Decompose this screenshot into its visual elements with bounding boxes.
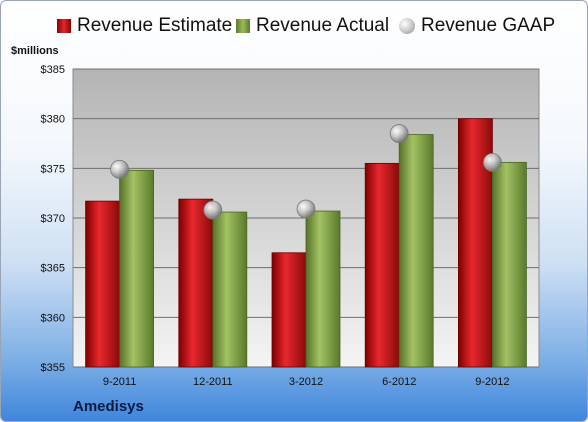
legend-item-estimate: Revenue Estimate bbox=[57, 15, 232, 37]
bar-revenue-actual bbox=[398, 134, 434, 368]
marker-revenue-gaap bbox=[110, 159, 129, 179]
x-tick-label: 9-2011 bbox=[103, 376, 136, 388]
x-tick-label: 3-2012 bbox=[289, 376, 323, 388]
axis-layer: $355 $360 $365 $370 $375 $380 $385 9-2011 12-201… bbox=[41, 64, 510, 388]
y-tick-label: $375 bbox=[41, 163, 65, 175]
markers-layer bbox=[110, 124, 502, 220]
marker-revenue-gaap bbox=[296, 199, 316, 219]
bar-revenue-actual bbox=[305, 210, 341, 368]
marker-revenue-gaap bbox=[482, 152, 502, 172]
y-tick-label: $365 bbox=[41, 263, 65, 275]
legend-item-gaap: Revenue GAAP bbox=[399, 15, 555, 37]
legend-label-gaap: Revenue GAAP bbox=[421, 15, 556, 36]
y-axis-unit-label: $millions bbox=[11, 45, 59, 57]
bar-revenue-actual bbox=[491, 161, 527, 368]
legend-item-actual: Revenue Actual bbox=[236, 15, 389, 37]
bars-layer bbox=[85, 118, 527, 368]
y-tick-label: $385 bbox=[41, 64, 65, 76]
bar-revenue-actual bbox=[212, 211, 248, 368]
bar-revenue-estimate bbox=[271, 252, 307, 368]
company-name: Amedisys bbox=[73, 398, 144, 415]
legend: Revenue Estimate Revenue Actual Revenue … bbox=[1, 15, 587, 45]
bar-revenue-actual bbox=[119, 169, 154, 368]
marker-revenue-gaap bbox=[389, 124, 409, 143]
x-tick-label: 9-2012 bbox=[475, 376, 509, 388]
y-tick-label: $380 bbox=[41, 114, 65, 126]
y-tick-label: $355 bbox=[41, 362, 65, 374]
legend-label-estimate: Revenue Estimate bbox=[77, 15, 233, 36]
x-tick-label: 12-2011 bbox=[193, 376, 233, 388]
bar-revenue-estimate bbox=[85, 200, 120, 368]
legend-swatch-actual bbox=[236, 19, 250, 33]
y-tick-label: $360 bbox=[41, 312, 65, 324]
bar-revenue-estimate bbox=[178, 198, 214, 368]
legend-swatch-estimate bbox=[57, 19, 71, 33]
legend-swatch-gaap bbox=[399, 18, 415, 34]
x-tick-label: 6-2012 bbox=[382, 376, 416, 388]
bar-revenue-estimate bbox=[364, 162, 400, 368]
legend-label-actual: Revenue Actual bbox=[256, 15, 390, 36]
marker-revenue-gaap bbox=[203, 200, 223, 220]
y-tick-label: $370 bbox=[41, 213, 65, 225]
